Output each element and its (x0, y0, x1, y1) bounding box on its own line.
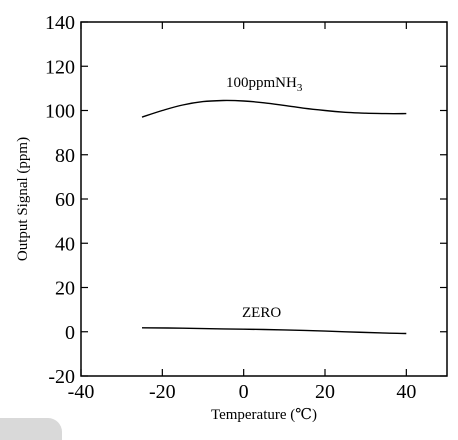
y-tick-label: -20 (48, 366, 75, 388)
y-tick-label: 80 (55, 145, 75, 167)
y-tick-labels: -20 0 20 40 60 80 100 120 140 (45, 12, 75, 388)
y-tick-label: 60 (55, 189, 75, 211)
y-tick-label: 100 (45, 101, 75, 123)
x-tick-label: -20 (149, 381, 176, 403)
y-tick-label: 40 (55, 233, 75, 255)
y-axis-title: Output Signal (ppm) (15, 137, 31, 261)
series-line-nh3 (141, 99, 407, 118)
y-tick-label: 20 (55, 278, 75, 300)
x-tick-label: 20 (315, 381, 335, 403)
y-tick-label: 0 (65, 322, 75, 344)
x-tick-label: 0 (239, 381, 249, 403)
x-tick-label: 40 (396, 381, 416, 403)
x-tick-label: -40 (68, 381, 95, 403)
series-label-zero: ZERO (242, 305, 281, 321)
y-tick-label: 120 (45, 56, 75, 78)
series-label-nh3: 100ppmNH3 (226, 75, 303, 94)
corner-tab (0, 418, 62, 440)
x-axis-title: Temperature (℃) (211, 407, 317, 423)
series-lines (141, 99, 407, 335)
series-line-zero (141, 327, 407, 335)
y-tick-label: 140 (45, 12, 75, 34)
x-tick-labels: -40 -20 0 20 40 (68, 381, 417, 403)
axis-ticks (80, 21, 447, 377)
